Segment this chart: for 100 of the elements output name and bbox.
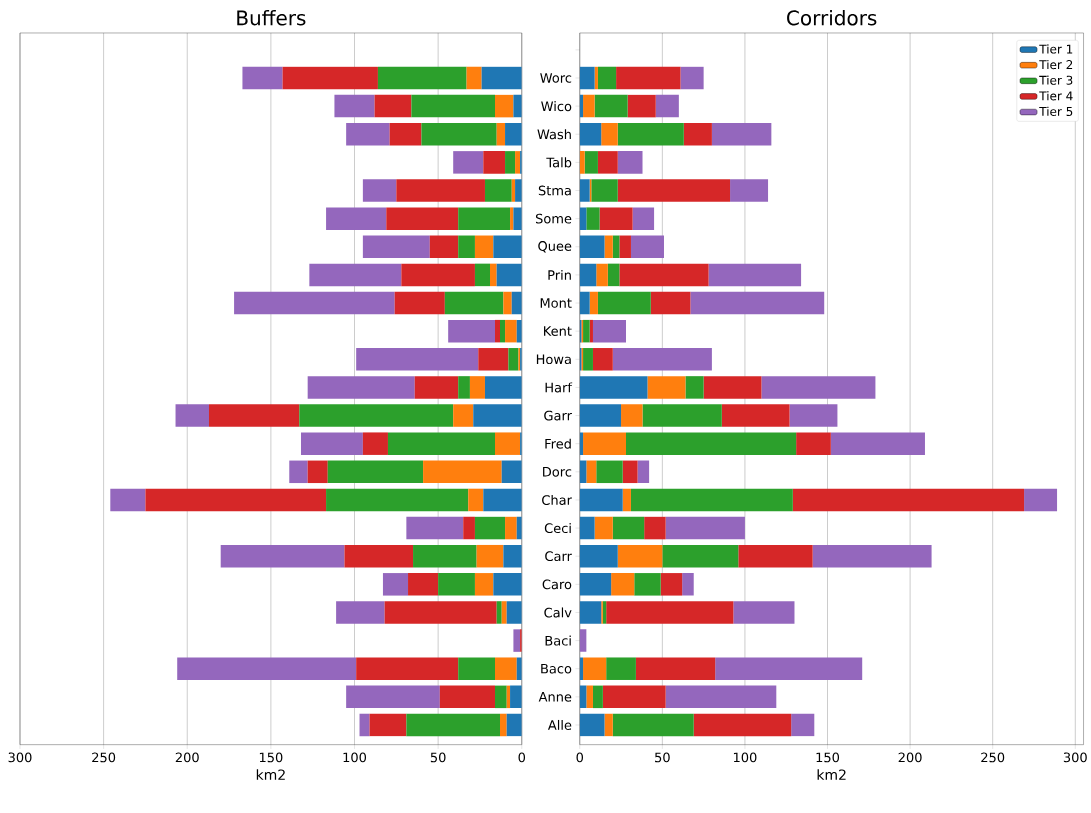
bar [515,179,522,202]
bar [501,601,507,624]
y-tick-label: Baci [545,635,571,646]
bar [177,657,357,681]
bar [635,657,716,681]
bar [401,263,475,287]
y-tick-label: Mont [540,298,572,309]
bar [299,404,454,427]
bar [711,123,772,146]
bar [812,545,932,568]
bar [579,545,618,568]
bar [496,263,522,287]
bar [334,95,375,118]
bar [145,488,327,512]
legend-label: Tier 2 [1039,60,1073,70]
bar [469,376,485,399]
y-tick-label: Garr [544,410,572,421]
bar [474,235,494,259]
bar [644,516,666,540]
bar [493,235,522,259]
bar [591,179,618,202]
bar [384,601,497,624]
bar [444,291,504,315]
bar [607,263,620,287]
bar [466,66,482,90]
bar [289,460,308,484]
bar [579,235,605,259]
bar [630,488,793,512]
y-tick-label: Worc [540,73,572,83]
x-tick-label: 0 [518,752,526,763]
y-tick-label: Quee [538,241,572,253]
chart-title: Buffers [237,10,306,26]
bar [414,376,459,399]
bar [505,123,522,146]
bar [326,488,469,512]
bar [500,320,506,343]
bar [596,460,623,484]
bar [602,601,607,624]
bar [583,348,593,371]
bar [220,545,345,568]
legend-label: Tier 1 [1039,44,1073,54]
bar [579,601,602,624]
bar [110,488,146,512]
bar [484,179,512,202]
bar [234,291,395,315]
chart-title: Corridors [787,10,877,26]
x-tick-label: 250 [981,752,1005,763]
bar [619,263,709,287]
bar [579,179,590,202]
bar [733,601,795,624]
bar [597,66,617,90]
bar [579,432,584,456]
bar [579,291,590,315]
bar [680,66,704,90]
bar [596,263,608,287]
x-tick-label: 200 [898,752,922,763]
bar [647,376,686,399]
bar [662,545,739,568]
bar [579,263,597,287]
x-tick-label: 300 [8,752,32,763]
bar [630,235,664,259]
bar [362,432,388,456]
bar [584,151,598,174]
bar [438,573,475,596]
bar [617,151,643,174]
bar [362,179,397,202]
bar [474,516,506,540]
bar [606,601,734,624]
bar [495,95,514,118]
bar [515,151,521,174]
bar [579,66,595,90]
bar [326,207,387,231]
bar [579,376,648,399]
bar [592,320,626,343]
bar [583,320,590,343]
bar [592,685,603,709]
bar [586,460,597,484]
bar [458,657,496,681]
bar [406,713,501,737]
bar [495,320,501,343]
y-tick-label: Carr [545,551,572,562]
bar [508,348,519,371]
bar [616,66,681,90]
bar [387,432,496,456]
bar [489,263,497,287]
bar [208,404,300,427]
bar [583,95,595,118]
bar [632,207,655,231]
bar [579,573,612,596]
bar [242,66,283,90]
bar [300,432,363,456]
bar [597,291,651,315]
bar [796,432,831,456]
bar [506,713,522,737]
y-tick-label: Ceci [544,523,571,534]
y-tick-label: Anne [538,692,572,702]
bar [682,573,694,596]
bar [411,95,496,118]
bar [346,123,390,146]
bar [721,404,790,427]
